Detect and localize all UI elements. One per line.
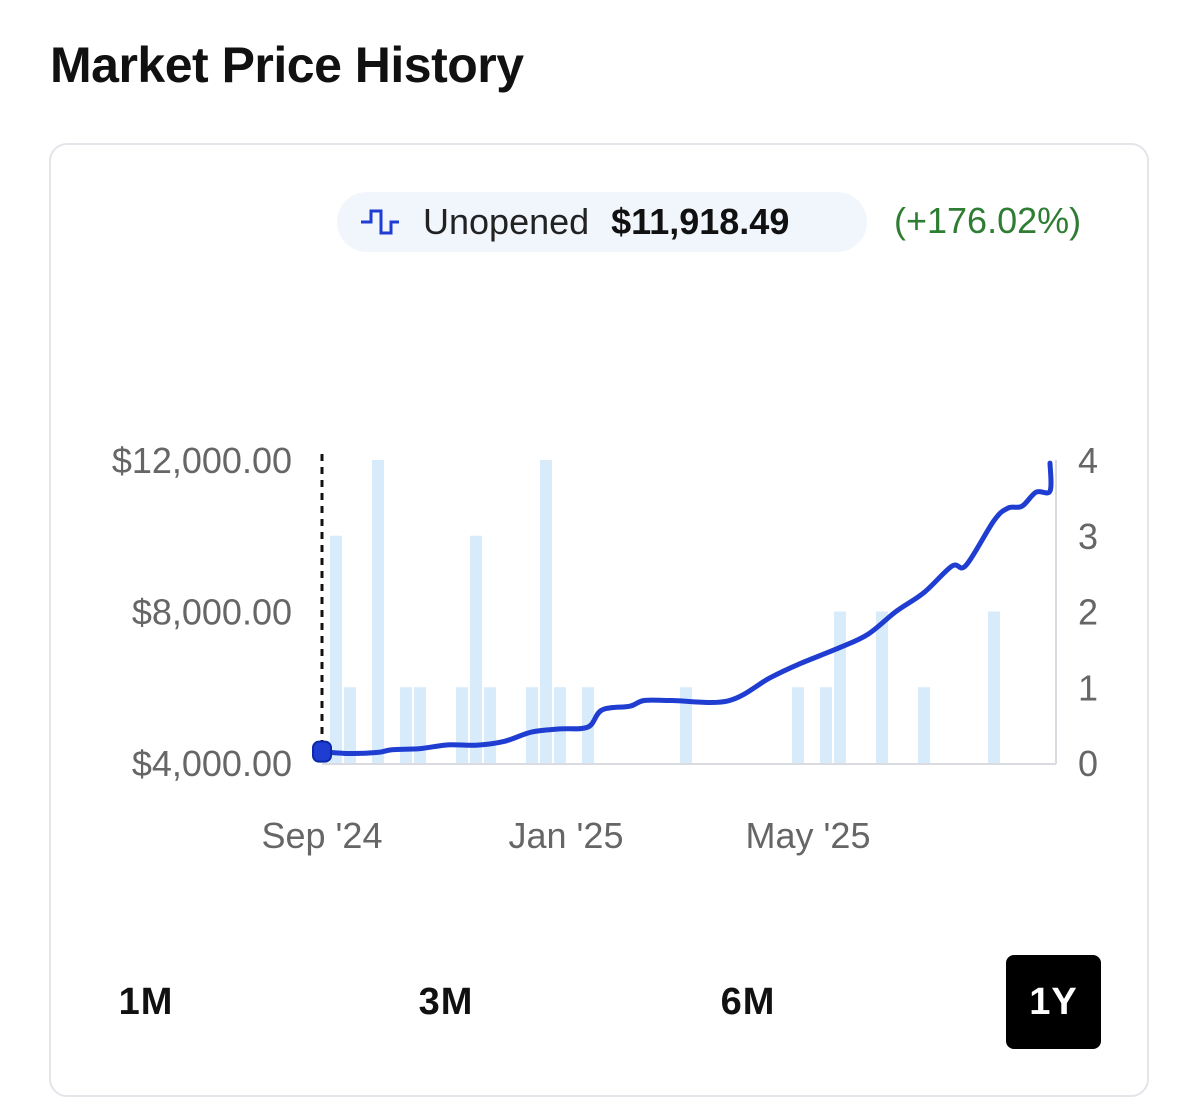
volume-bar — [414, 687, 426, 763]
volume-bar — [820, 687, 832, 763]
volume-bar — [344, 687, 356, 763]
y-right-tick-label: 4 — [1078, 440, 1098, 481]
volume-bar — [484, 687, 496, 763]
volume-bar — [456, 687, 468, 763]
y-right-tick-label: 2 — [1078, 592, 1098, 633]
volume-bar — [680, 687, 692, 763]
volume-bar — [834, 611, 846, 763]
selected-point-marker — [312, 740, 332, 763]
volume-bar — [470, 535, 482, 763]
volume-bar — [876, 611, 888, 763]
volume-bar — [988, 611, 1000, 763]
step-line-icon — [361, 209, 399, 235]
y-right-tick-label: 1 — [1078, 667, 1098, 708]
volume-bar — [554, 687, 566, 763]
volume-bar — [540, 460, 552, 763]
y-left-tick-label: $12,000.00 — [112, 440, 292, 481]
page-title: Market Price History — [50, 37, 524, 93]
volume-bar — [792, 687, 804, 763]
x-tick-label: May '25 — [746, 815, 871, 856]
x-tick-label: Sep '24 — [262, 815, 383, 856]
tab-1y[interactable]: 1Y — [1006, 955, 1101, 1049]
tab-3m[interactable]: 3M — [418, 980, 474, 1023]
price-line — [319, 460, 1054, 757]
legend-pill[interactable]: Unopened $11,918.49 — [337, 192, 867, 252]
volume-bar — [372, 460, 384, 763]
volume-bar — [330, 535, 342, 763]
volume-bar — [526, 687, 538, 763]
chart-card — [49, 143, 1149, 1097]
y-left-tick-label: $8,000.00 — [132, 592, 292, 633]
y-left-tick-label: $4,000.00 — [132, 743, 292, 784]
volume-bar — [918, 687, 930, 763]
y-right-tick-label: 0 — [1078, 743, 1098, 784]
price-change-percent: (+176.02%) — [894, 200, 1082, 241]
x-tick-label: Jan '25 — [509, 815, 624, 856]
series-label: Unopened — [423, 201, 590, 242]
tab-1m[interactable]: 1M — [118, 980, 174, 1023]
tab-6m[interactable]: 6M — [720, 980, 776, 1023]
y-right-tick-label: 3 — [1078, 516, 1098, 557]
volume-bar — [400, 687, 412, 763]
current-price: $11,918.49 — [611, 201, 790, 242]
